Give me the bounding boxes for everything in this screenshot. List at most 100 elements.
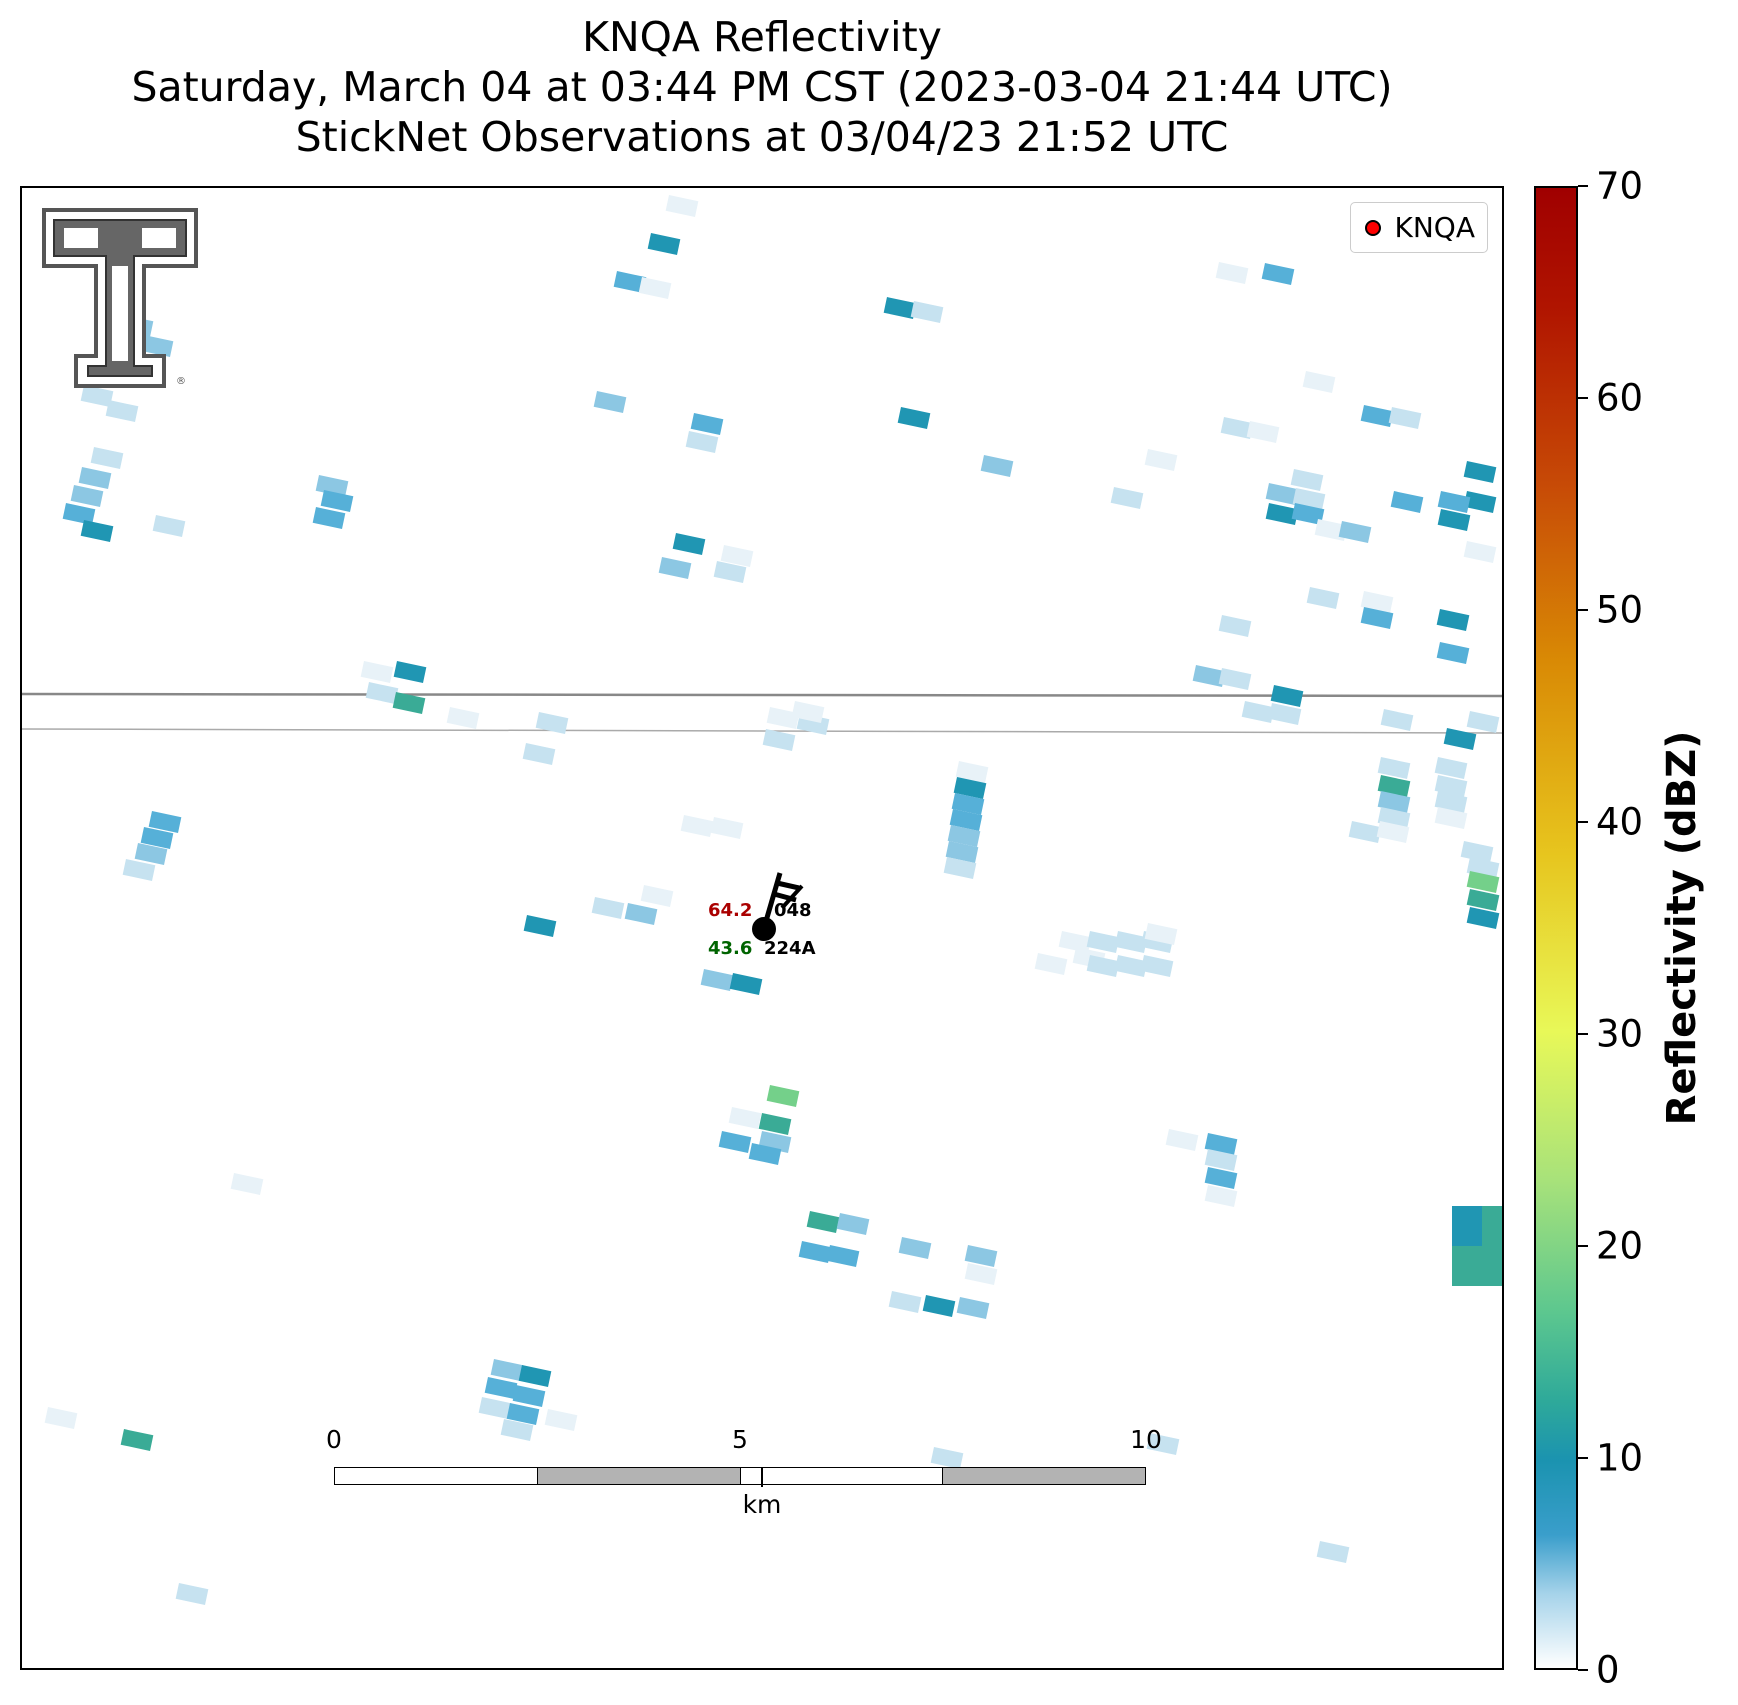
reflectivity-gate [836,1213,870,1235]
reflectivity-gate [1436,642,1470,664]
reflectivity-gate [713,561,747,583]
reflectivity-gate [1144,923,1178,945]
reflectivity-gate [1291,503,1325,525]
reflectivity-gate [897,407,931,429]
reflectivity-gate [638,277,672,299]
reflectivity-gate [1204,1167,1238,1189]
reflectivity-gate [1144,449,1178,471]
colorbar-tick [1578,1245,1588,1247]
reflectivity-gate [806,1211,840,1233]
colorbar-tick [1578,1669,1588,1671]
reflectivity-gate [647,233,681,255]
reflectivity-gate [1058,931,1092,953]
colorbar-tick-label: 30 [1596,1012,1644,1056]
colorbar-tick-label: 40 [1596,800,1644,844]
reflectivity-gate [544,1409,578,1431]
reflectivity-gate [883,297,917,319]
colorbar-tick-label: 60 [1596,376,1644,420]
reflectivity-gate [718,1131,752,1153]
reflectivity-gate [535,712,569,734]
road-line [22,692,1502,698]
reflectivity-gate [700,969,734,991]
reflectivity-gate [1388,407,1422,429]
reflectivity-gate [1034,953,1068,975]
reflectivity-gate [949,809,983,831]
reflectivity-gate [518,1365,552,1387]
colorbar-tick [1578,609,1588,611]
station-temperature: 64.2 [708,900,753,921]
reflectivity-gate [1463,541,1497,563]
reflectivity-gate [1220,417,1254,439]
reflectivity-gate [140,335,174,357]
reflectivity-gate [1452,1206,1482,1246]
reflectivity-gate [1246,421,1280,443]
title-line-1: KNQA Reflectivity [582,13,942,61]
scale-label-0: 0 [326,1425,342,1454]
reflectivity-gate [1146,1433,1180,1455]
reflectivity-gate [360,661,394,683]
reflectivity-gate [78,467,112,489]
reflectivity-gate [888,1291,922,1313]
reflectivity-gate [523,915,557,937]
reflectivity-gate [1204,1185,1238,1207]
reflectivity-gate [1192,665,1226,687]
reflectivity-gate [1377,757,1411,779]
reflectivity-gate [640,885,674,907]
reflectivity-gate [1380,709,1414,731]
reflectivity-gate [70,485,104,507]
reflectivity-gate [690,413,724,435]
station-plot [752,872,804,941]
reflectivity-gate [766,1085,800,1107]
reflectivity-gate [593,391,627,413]
reflectivity-gate [120,1429,154,1451]
map-title: KNQA Reflectivity Saturday, March 04 at … [20,12,1504,162]
reflectivity-gate [980,455,1014,477]
reflectivity-gate [1348,821,1382,843]
reflectivity-gate [964,1263,998,1285]
station-id: 224A [764,938,816,959]
reflectivity-gate [1215,262,1249,284]
reflectivity-gate [365,682,399,704]
reflectivity-gate [1434,775,1468,797]
colorbar-tick [1578,1033,1588,1035]
reflectivity-gate [1360,405,1394,427]
colorbar-tick-label: 0 [1596,1648,1620,1692]
reflectivity-gate [1466,889,1500,911]
station-dewpoint: 43.6 [708,938,753,959]
reflectivity-gate [90,447,124,469]
reflectivity-gate [1302,371,1336,393]
reflectivity-gate [1360,607,1394,629]
reflectivity-gate [922,1295,956,1317]
reflectivity-gate [105,400,139,422]
reflectivity-gate [506,1403,540,1425]
reflectivity-gate [1338,521,1372,543]
reflectivity-gate [1110,487,1144,509]
reflectivity-gate [1316,1541,1350,1563]
reflectivity-gate [624,903,658,925]
reflectivity-gate [80,385,114,407]
colorbar-tick-label: 10 [1596,1436,1644,1480]
colorbar-tick-label: 20 [1596,1224,1644,1268]
reflectivity-gate [943,857,977,879]
colorbar-tick-label: 70 [1596,164,1644,208]
reflectivity-gate [680,815,714,837]
reflectivity-gate [1290,469,1324,491]
reflectivity-gate [1443,728,1477,750]
radar-map[interactable]: 64.2 048 43.6 224A KNQA ® [20,186,1504,1670]
colorbar-tick [1578,1457,1588,1459]
scale-segment [942,1468,1145,1484]
reflectivity-gate [798,1241,832,1263]
reflectivity-colorbar [1534,186,1578,1670]
scale-unit: km [742,1490,782,1519]
reflectivity-gate [1434,791,1468,813]
colorbar-title: Reflectivity (dBZ) [1659,730,1705,1126]
reflectivity-gate [500,1419,534,1441]
reflectivity-gate [1437,509,1471,531]
reflectivity-gate [446,707,480,729]
reflectivity-gate [720,545,754,567]
reflectivity-gate [766,707,800,729]
reflectivity-gate [1377,775,1411,797]
svg-text:®: ® [176,376,186,387]
reflectivity-gate [945,841,979,863]
scale-segment [536,1468,740,1484]
